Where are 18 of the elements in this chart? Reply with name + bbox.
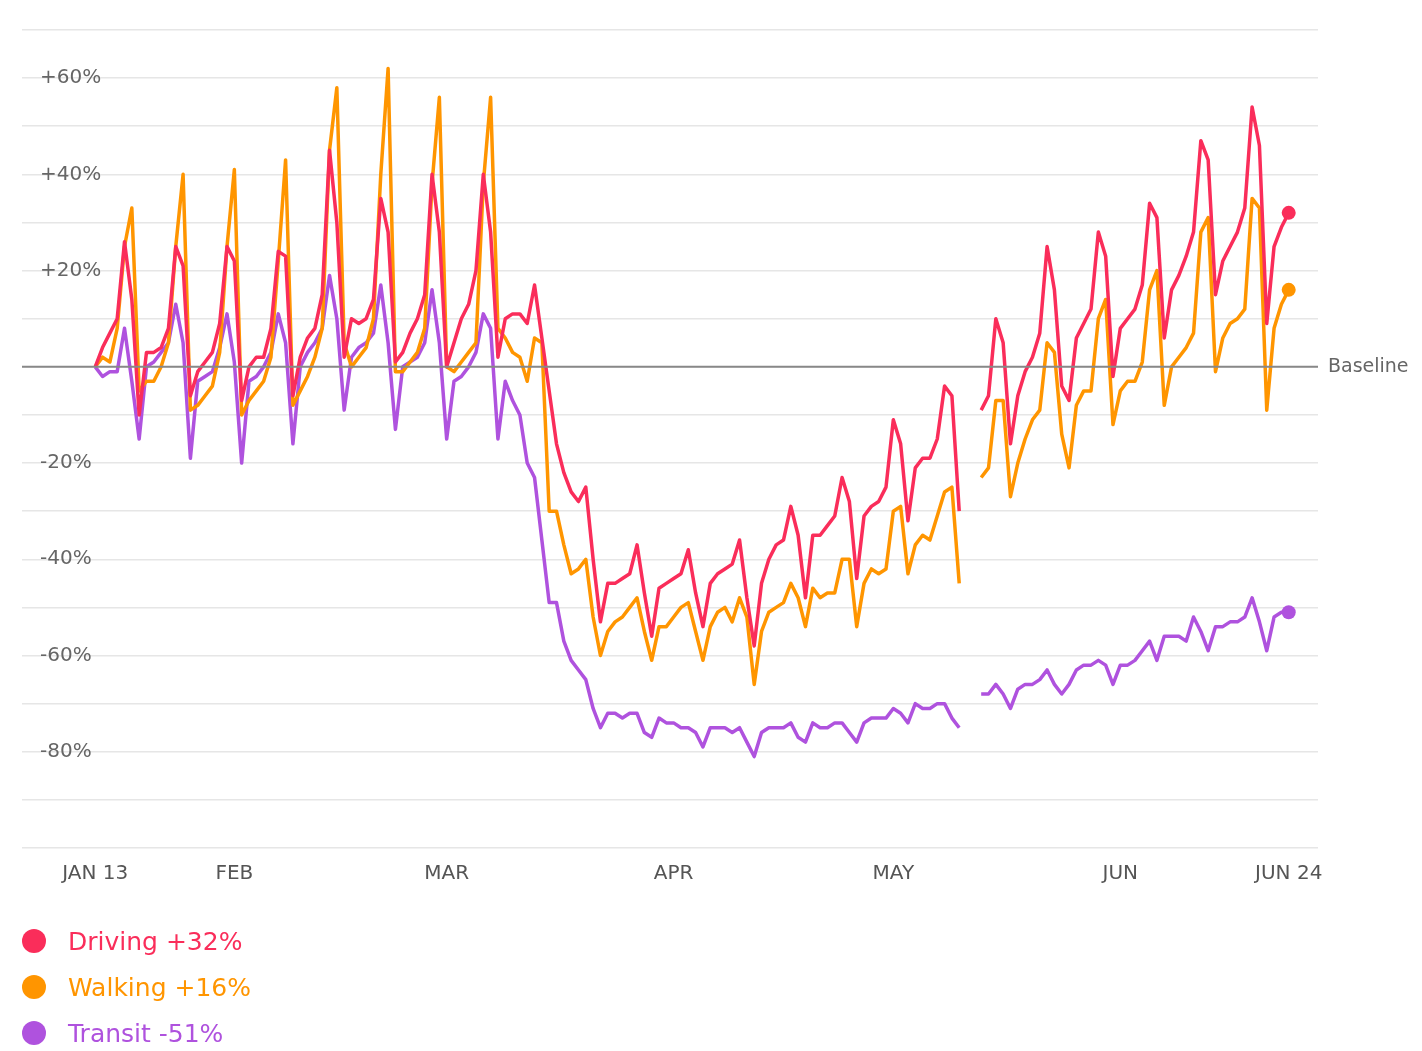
legend-label: Transit -51% xyxy=(68,1018,224,1048)
legend-label: Driving +32% xyxy=(68,926,243,956)
y-tick-label: +20% xyxy=(40,256,102,281)
y-tick-label: +40% xyxy=(40,160,102,185)
y-tick-label: -20% xyxy=(40,449,92,474)
x-tick-label: JAN 13 xyxy=(60,860,129,885)
y-tick-label: +60% xyxy=(40,64,102,89)
legend-label: Walking +16% xyxy=(68,972,251,1002)
x-tick-label: JUN xyxy=(1100,860,1139,885)
y-tick-label: -40% xyxy=(40,545,92,570)
x-tick-label: APR xyxy=(653,860,694,885)
y-tick-label: -60% xyxy=(40,641,92,666)
y-tick-label: -80% xyxy=(40,737,92,762)
ref-line-label: Baseline xyxy=(1328,353,1409,376)
x-tick-label: FEB xyxy=(215,860,254,885)
x-tick-label: MAY xyxy=(872,860,915,885)
x-tick-label: MAR xyxy=(424,860,470,885)
x-tick-label: JUN 24 xyxy=(1253,860,1323,885)
